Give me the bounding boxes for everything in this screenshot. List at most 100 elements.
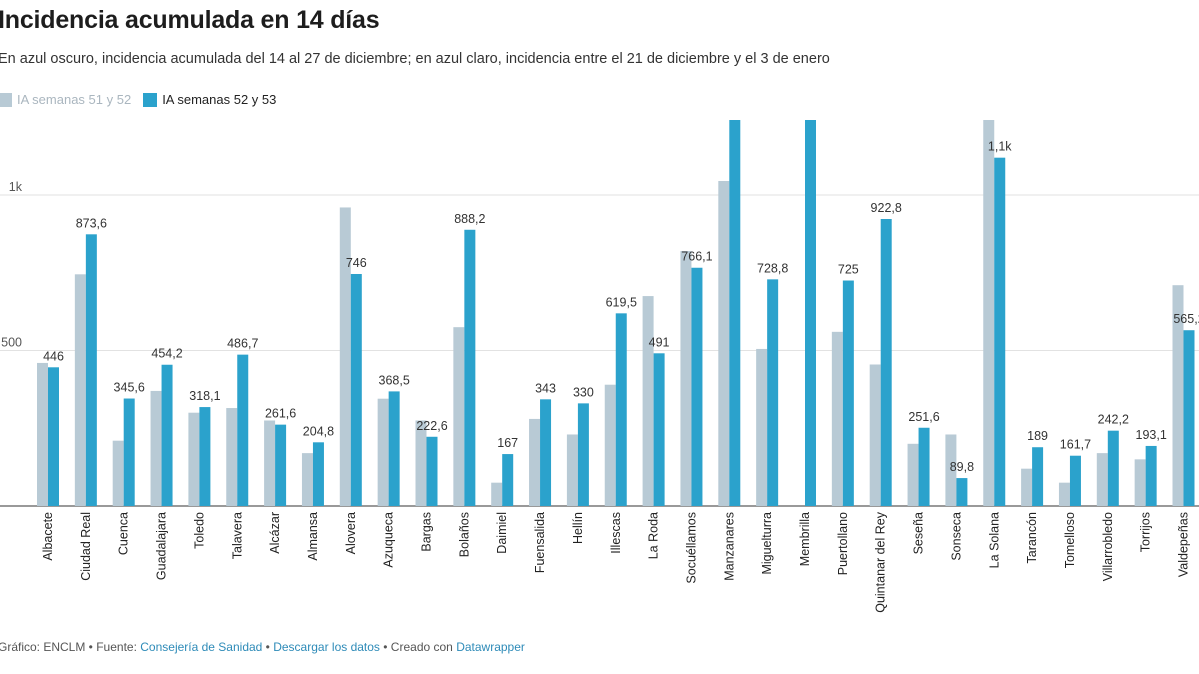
data-label-1: 873,6: [76, 216, 107, 230]
data-label-12: 167: [497, 436, 518, 450]
category-label-30: Valdepeñas: [1177, 512, 1191, 577]
category-label-24: Sonseca: [949, 512, 963, 561]
category-label-26: Tarancón: [1025, 512, 1039, 563]
data-label-4: 318,1: [189, 389, 220, 403]
data-label-15: 619,5: [606, 295, 637, 309]
bar-weeks-52-53-25: [994, 157, 1006, 506]
bar-weeks-51-52-10: [415, 420, 427, 506]
footer-credit: Gráfico: ENCLM • Fuente:: [0, 640, 141, 654]
bar-weeks-51-52-7: [301, 453, 313, 506]
bar-weeks-52-53-29: [1145, 445, 1157, 506]
bar-weeks-51-52-29: [1134, 459, 1146, 506]
bar-weeks-52-53-21: [842, 280, 854, 506]
category-label-5: Talavera: [230, 512, 244, 559]
data-label-23: 251,6: [908, 410, 939, 424]
footer-separator: •: [262, 640, 274, 654]
data-label-11: 888,2: [454, 212, 485, 226]
data-label-8: 746: [346, 256, 367, 270]
bar-weeks-51-52-15: [604, 384, 616, 506]
bar-weeks-52-53-6: [275, 424, 287, 506]
bar-weeks-52-53-5: [237, 354, 249, 506]
bar-weeks-52-53-24: [956, 478, 968, 506]
data-label-17: 766,1: [681, 250, 712, 264]
data-label-30: 565,2: [1173, 312, 1199, 326]
bar-weeks-52-53-30: [1183, 330, 1195, 506]
bar-weeks-52-53-3: [161, 364, 173, 506]
bar-weeks-52-53-18: [729, 120, 741, 506]
category-label-12: Daimiel: [495, 512, 509, 554]
bar-weeks-51-52-22: [869, 364, 881, 506]
bar-weeks-51-52-26: [1021, 468, 1033, 506]
bar-weeks-51-52-13: [529, 418, 541, 506]
bar-weeks-51-52-30: [1172, 285, 1184, 506]
legend-label-weeks-51-52: IA semanas 51 y 52: [17, 92, 132, 107]
bar-weeks-52-53-16: [653, 353, 665, 506]
bar-weeks-52-53-0: [48, 367, 59, 506]
bar-weeks-51-52-23: [907, 443, 919, 506]
chart-title: Incidencia acumulada en 14 días: [0, 6, 380, 34]
bar-weeks-52-53-19: [767, 279, 779, 506]
bar-weeks-52-53-12: [502, 454, 514, 506]
bar-weeks-52-53-27: [1069, 455, 1081, 506]
bar-weeks-51-52-18: [718, 181, 730, 506]
download-data-link[interactable]: Descargar los datos: [273, 640, 380, 654]
bar-weeks-51-52-19: [756, 348, 768, 506]
category-label-28: Villarrobledo: [1101, 512, 1115, 581]
bar-weeks-51-52-16: [642, 296, 654, 506]
data-label-7: 204,8: [303, 424, 334, 438]
category-label-23: Seseña: [912, 512, 926, 554]
datawrapper-link[interactable]: Datawrapper: [456, 640, 525, 654]
category-label-21: Puertollano: [836, 512, 850, 575]
data-label-29: 193,1: [1136, 428, 1167, 442]
data-label-16: 491: [649, 335, 670, 349]
data-label-13: 343: [535, 381, 556, 395]
category-label-16: La Roda: [647, 512, 661, 559]
bar-weeks-51-52-1: [74, 274, 86, 506]
bar-weeks-52-53-20: [805, 120, 816, 507]
data-label-0: 446: [43, 349, 64, 363]
category-label-8: Alovera: [344, 512, 358, 554]
bar-weeks-51-52-25: [983, 120, 995, 506]
bar-weeks-52-53-26: [1032, 447, 1044, 506]
bar-weeks-52-53-17: [691, 267, 703, 506]
bar-weeks-51-52-0: [37, 362, 48, 506]
category-label-7: Almansa: [306, 512, 320, 561]
category-label-22: Quintanar del Rey: [874, 511, 888, 613]
bar-weeks-52-53-9: [388, 391, 400, 506]
data-label-19: 728,8: [757, 261, 788, 275]
bar-weeks-51-52-28: [1096, 453, 1108, 506]
bar-weeks-52-53-28: [1107, 430, 1119, 506]
category-label-0: Albacete: [41, 512, 55, 561]
bar-weeks-52-53-11: [464, 229, 476, 506]
category-label-2: Cuenca: [117, 512, 131, 555]
category-label-10: Bargas: [420, 512, 434, 552]
bar-weeks-52-53-22: [880, 219, 892, 506]
bar-weeks-51-52-11: [453, 327, 465, 506]
bar-weeks-52-53-1: [85, 234, 97, 506]
y-tick-label-0: 500: [1, 336, 22, 350]
bar-weeks-51-52-12: [491, 482, 503, 506]
category-label-18: Manzanares: [722, 512, 736, 581]
category-label-4: Toledo: [192, 512, 206, 549]
category-label-25: La Solana: [987, 512, 1001, 568]
data-label-5: 486,7: [227, 337, 258, 351]
data-label-26: 189: [1027, 429, 1048, 443]
data-label-14: 330: [573, 385, 594, 399]
category-label-6: Alcázar: [268, 512, 282, 554]
bar-weeks-51-52-24: [945, 434, 957, 506]
bar-weeks-52-53-23: [918, 427, 930, 506]
bar-weeks-52-53-7: [312, 442, 324, 506]
bar-weeks-52-53-13: [540, 399, 552, 506]
data-label-3: 454,2: [151, 347, 182, 361]
data-label-6: 261,6: [265, 407, 296, 421]
legend-swatch-dark: [143, 92, 158, 107]
category-label-13: Fuensalida: [533, 512, 547, 573]
chart-footer: Gráfico: ENCLM • Fuente: Consejería de S…: [0, 640, 525, 654]
bar-weeks-51-52-27: [1058, 482, 1070, 506]
category-label-29: Torrijos: [1139, 512, 1153, 552]
legend-swatch-light: [0, 92, 12, 107]
category-label-3: Guadalajara: [155, 512, 169, 580]
data-label-21: 725: [838, 263, 859, 277]
source-link[interactable]: Consejería de Sanidad: [140, 640, 263, 654]
